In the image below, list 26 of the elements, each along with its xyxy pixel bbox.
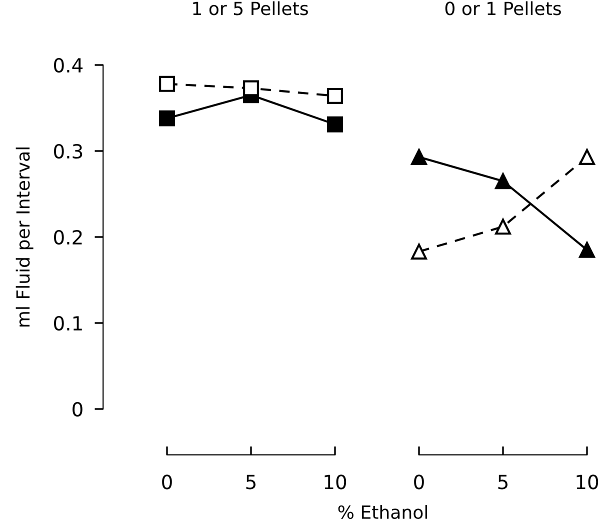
chart-title: 0 or 1 Pellets [445, 1, 561, 16]
point [579, 242, 595, 258]
point [327, 88, 343, 104]
chart-title: 1 or 5 Pellets [193, 1, 308, 16]
y-tick-label: 0.2 [54, 230, 82, 245]
y-axis-title: ml Fluid per Interval [16, 148, 34, 326]
point [327, 116, 343, 132]
point [411, 244, 427, 260]
y-tick-label: 0.4 [54, 58, 83, 73]
point [495, 218, 511, 235]
y-tick-label: 0.3 [54, 144, 82, 159]
y-tick-label: 0.1 [54, 316, 82, 331]
point [495, 173, 511, 190]
x-tick-label: 0 [414, 474, 424, 490]
x-tick-label: 5 [246, 474, 256, 490]
point [243, 80, 259, 96]
point [159, 76, 175, 92]
point [411, 149, 427, 166]
x-tick-label: 5 [498, 474, 508, 490]
point [159, 110, 175, 126]
x-tick-label: 0 [162, 474, 172, 490]
x-tick-label: 10 [576, 474, 598, 490]
y-tick-label: 0 [72, 402, 82, 417]
x-tick-label: 10 [324, 474, 346, 490]
point [579, 149, 595, 166]
x-axis-title: % Ethanol [338, 505, 428, 519]
